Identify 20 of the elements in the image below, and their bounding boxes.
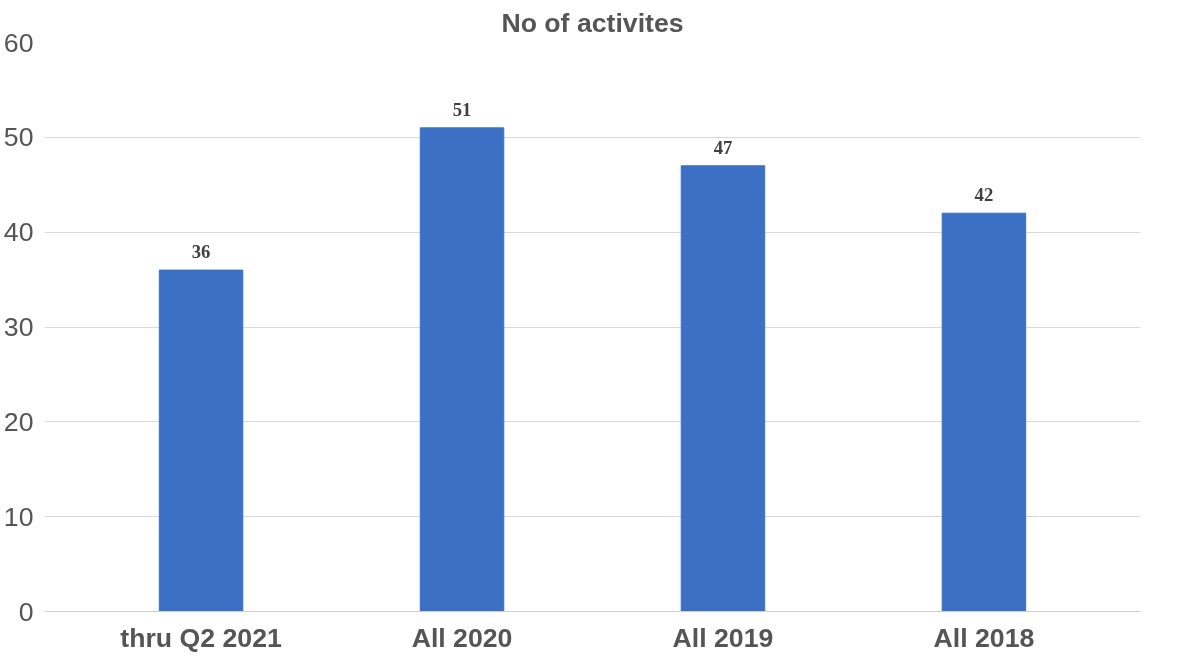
y-tick-label: 60	[3, 27, 34, 58]
bar	[158, 269, 244, 612]
y-tick-label: 50	[3, 122, 34, 153]
bar	[419, 127, 505, 612]
y-tick-label: 30	[3, 312, 34, 342]
data-label: 47	[713, 136, 733, 158]
data-label: 51	[452, 98, 472, 120]
y-tick-label: 0	[18, 596, 34, 627]
x-tick-label: thru Q2 2021	[120, 622, 282, 653]
chart-title: No of activites	[501, 7, 684, 38]
x-tick-label: All 2019	[672, 622, 774, 653]
x-tick-label: All 2018	[933, 622, 1035, 653]
bar	[941, 212, 1027, 612]
bar	[680, 165, 766, 612]
data-label: 36	[191, 241, 211, 263]
x-tick-label: All 2020	[411, 622, 513, 653]
data-label: 42	[974, 184, 994, 206]
y-tick-label: 40	[3, 217, 34, 248]
y-tick-label: 10	[3, 501, 34, 532]
y-tick-label: 20	[3, 406, 34, 437]
